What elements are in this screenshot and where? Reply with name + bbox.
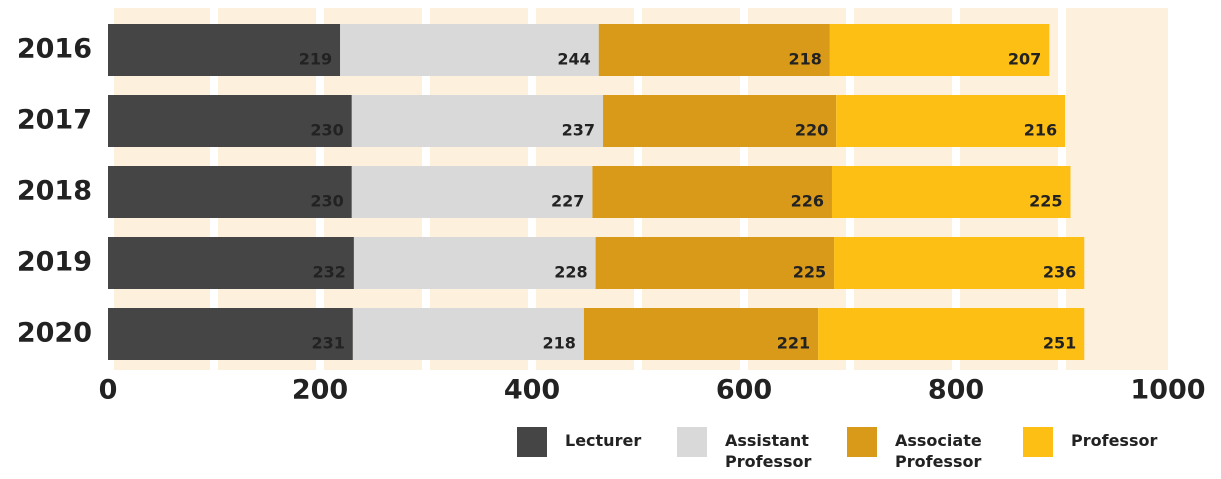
- legend-label: Professor: [1071, 431, 1158, 450]
- value-label: 251: [1043, 334, 1076, 353]
- bar-segment: [831, 166, 1071, 218]
- value-label: 216: [1024, 121, 1057, 140]
- value-label: 221: [777, 334, 810, 353]
- legend-item: Assistant Professor: [677, 427, 845, 472]
- x-tick-label: 800: [928, 375, 984, 406]
- value-label: 237: [562, 121, 595, 140]
- value-label: 230: [310, 121, 343, 140]
- value-label: 218: [788, 50, 821, 69]
- bar-segment: [598, 24, 830, 76]
- legend-swatch: [677, 427, 707, 457]
- value-label: 225: [793, 263, 826, 282]
- bar-segment: [351, 166, 593, 218]
- y-tick-label: 2017: [17, 105, 92, 136]
- y-tick-label: 2019: [17, 247, 92, 278]
- value-label: 207: [1008, 50, 1041, 69]
- legend-swatch: [1023, 427, 1053, 457]
- bar-segment: [592, 166, 832, 218]
- bar-segment: [340, 24, 599, 76]
- y-tick-label: 2016: [17, 34, 92, 65]
- legend-label: Associate Professor: [895, 431, 982, 471]
- bar-segment: [108, 308, 353, 360]
- value-label: 231: [311, 334, 344, 353]
- value-label: 230: [310, 192, 343, 211]
- legend-swatch: [517, 427, 547, 457]
- x-tick-label: 1000: [1130, 375, 1205, 406]
- value-label: 236: [1043, 263, 1076, 282]
- value-label: 226: [791, 192, 824, 211]
- value-label: 232: [313, 263, 346, 282]
- bar-segment: [351, 95, 604, 147]
- bar-segment: [603, 95, 837, 147]
- y-tick-label: 2020: [17, 318, 92, 349]
- legend-item: Lecturer: [517, 427, 685, 457]
- legend-item: Associate Professor: [847, 427, 1015, 472]
- bar-segment: [353, 237, 596, 289]
- bar-segment: [108, 95, 352, 147]
- value-label: 228: [554, 263, 587, 282]
- legend-item: Professor: [1023, 427, 1191, 457]
- bar-segment: [352, 308, 584, 360]
- value-label: 225: [1029, 192, 1062, 211]
- bar-segment: [595, 237, 835, 289]
- x-tick-label: 400: [504, 375, 560, 406]
- legend-label: Lecturer: [565, 431, 642, 450]
- bar-segment: [818, 308, 1085, 360]
- bar-segment: [583, 308, 819, 360]
- x-tick-label: 600: [716, 375, 772, 406]
- legend-label: Assistant Professor: [725, 431, 812, 471]
- value-label: 218: [543, 334, 576, 353]
- bar-segment: [834, 237, 1085, 289]
- bar-segment: [108, 166, 352, 218]
- y-tick-label: 2018: [17, 176, 92, 207]
- legend-swatch: [847, 427, 877, 457]
- x-tick-label: 200: [292, 375, 348, 406]
- bar-segment: [836, 95, 1066, 147]
- x-tick-label: 0: [99, 375, 118, 406]
- value-label: 219: [299, 50, 332, 69]
- bar-segment: [108, 24, 341, 76]
- bar-segment: [108, 237, 354, 289]
- bar-segment: [829, 24, 1050, 76]
- value-label: 244: [557, 50, 590, 69]
- value-label: 220: [795, 121, 828, 140]
- value-label: 227: [551, 192, 584, 211]
